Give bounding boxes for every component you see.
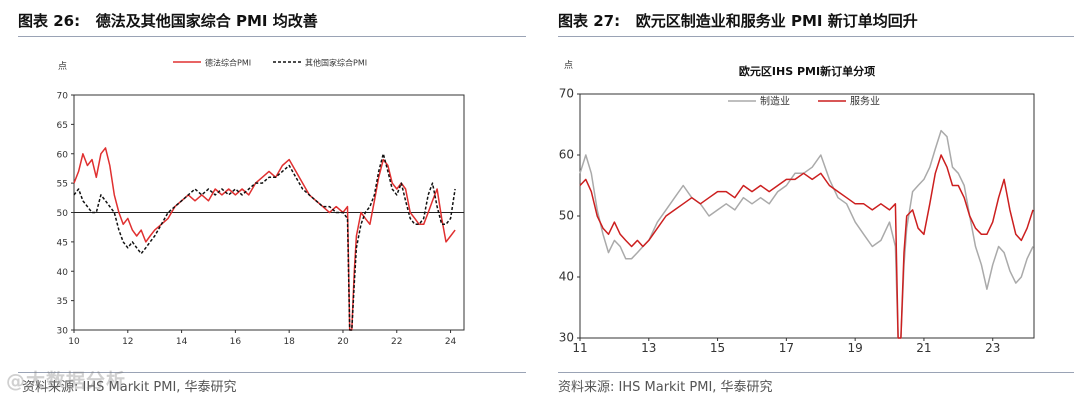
x-tick-label: 19 xyxy=(848,341,863,355)
figure-27-chart: 点 30 40 50 60 70 11 13 15 17 19 21 23 欧元区IHS PMI新订单分项… xyxy=(550,42,1074,370)
figure-26-chart-svg: 点 30 35 40 45 50 55 60 65 70 10 12 14 16 18 20 22 24 德法综合P… xyxy=(57,58,465,347)
figure-27-source: 资料来源: IHS Markit PMI, 华泰研究 xyxy=(558,380,773,395)
x-tick-label: 24 xyxy=(445,337,457,347)
y-axis-unit-label: 点 xyxy=(58,61,67,72)
x-tick-label: 18 xyxy=(283,337,295,347)
y-tick-label: 60 xyxy=(559,148,574,162)
figure-26-title-rule xyxy=(18,36,526,37)
x-tick-label: 20 xyxy=(337,337,349,347)
legend-label-2: 其他国家综合PMI xyxy=(305,58,367,68)
figure-27-chart-svg: 点 30 40 50 60 70 11 13 15 17 19 21 23 欧元区IHS PMI新订单分项… xyxy=(559,60,1035,355)
y-tick-label: 30 xyxy=(57,327,69,337)
y-tick-label: 35 xyxy=(57,297,68,307)
series-line-2 xyxy=(73,153,456,331)
y-axis-unit-label: 点 xyxy=(564,60,573,71)
figure-26-title: 图表 26: 德法及其他国家综合 PMI 均改善 xyxy=(18,10,318,31)
y-tick-label: 45 xyxy=(57,238,68,248)
x-tick-label: 23 xyxy=(985,341,1000,355)
figure-27-bottom-rule xyxy=(558,372,1074,373)
legend-label-2: 服务业 xyxy=(850,95,880,108)
watermark: @大数据分析 xyxy=(6,370,127,392)
x-tick-label: 17 xyxy=(779,341,794,355)
y-tick-label: 50 xyxy=(559,209,574,223)
y-tick-label: 60 xyxy=(57,150,69,160)
figure-26-chart: 点 30 35 40 45 50 55 60 65 70 10 12 14 16 18 20 22 24 德法综合P… xyxy=(18,42,526,370)
figure-26-label: 图表 26: xyxy=(18,12,81,30)
x-tick-label: 22 xyxy=(391,337,402,347)
y-tick-label: 65 xyxy=(57,121,68,131)
figure-27-title: 图表 27: 欧元区制造业和服务业 PMI 新订单均回升 xyxy=(558,10,918,31)
x-tick-label: 21 xyxy=(916,341,931,355)
x-tick-label: 10 xyxy=(68,337,80,347)
figure-27-heading: 欧元区制造业和服务业 PMI 新订单均回升 xyxy=(635,12,918,30)
x-tick-label: 15 xyxy=(710,341,725,355)
series-line-1 xyxy=(579,129,1034,339)
y-tick-label: 70 xyxy=(559,87,574,101)
x-tick-label: 14 xyxy=(176,337,188,347)
y-tick-label: 40 xyxy=(559,270,574,284)
series-line-2 xyxy=(579,154,1034,339)
x-tick-label: 12 xyxy=(122,337,133,347)
y-tick-label: 70 xyxy=(57,92,69,102)
chart-title: 欧元区IHS PMI新订单分项 xyxy=(739,64,875,78)
legend-label-1: 德法综合PMI xyxy=(205,58,251,68)
figure-27-title-rule xyxy=(558,36,1074,37)
plot-frame xyxy=(579,93,1035,339)
figure-26-bottom-rule xyxy=(18,372,526,373)
figure-26-heading: 德法及其他国家综合 PMI 均改善 xyxy=(95,12,318,30)
series-line-1 xyxy=(73,147,456,331)
y-tick-label: 55 xyxy=(57,180,68,190)
x-tick-label: 13 xyxy=(641,341,656,355)
figure-26-panel: 图表 26: 德法及其他国家综合 PMI 均改善 点 30 35 40 45 50 55 60… xyxy=(18,10,526,395)
y-tick-label: 30 xyxy=(559,331,574,345)
legend-label-1: 制造业 xyxy=(760,95,790,108)
y-tick-label: 40 xyxy=(57,268,69,278)
figure-26-source: 资料来源: IHS Markit PMI, 华泰研究 xyxy=(22,380,237,395)
figure-27-label: 图表 27: xyxy=(558,12,621,30)
x-tick-label: 16 xyxy=(230,337,242,347)
x-tick-label: 11 xyxy=(572,341,587,355)
figure-27-panel: 图表 27: 欧元区制造业和服务业 PMI 新订单均回升 点 30 40 50 60 70… xyxy=(550,0,1080,403)
y-tick-label: 50 xyxy=(57,209,69,219)
